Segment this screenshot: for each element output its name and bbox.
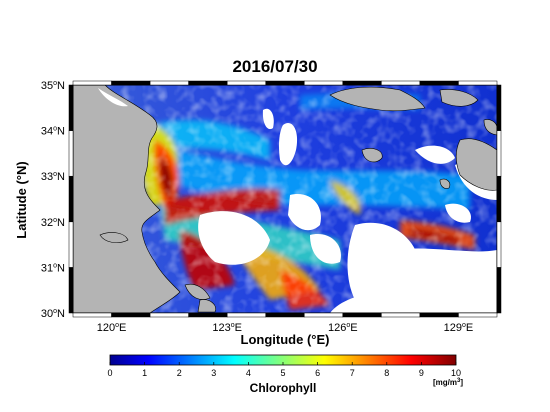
colorbar-ticks: 0 1 2 3 4 5 6 7 8 9 10 bbox=[107, 362, 461, 378]
colorbar-tick-label: 2 bbox=[177, 368, 182, 378]
frame-bar-left bbox=[68, 267, 74, 314]
y-axis-ticks: 35oN 34oN 33oN 32oN 31oN 30oN bbox=[41, 80, 65, 320]
map-title: 2016/07/30 bbox=[232, 57, 318, 76]
map-panel bbox=[73, 85, 497, 313]
y-tick-label: 35oN bbox=[41, 80, 65, 92]
frame-bar-bottom bbox=[419, 312, 459, 318]
frame-bar-left bbox=[68, 130, 74, 177]
x-tick-label: 129oE bbox=[444, 322, 474, 334]
frame-bar-right bbox=[496, 84, 502, 131]
tsushima bbox=[483, 119, 497, 136]
chongming-island bbox=[99, 232, 129, 244]
frame-bar-bottom bbox=[265, 312, 305, 318]
kyushu bbox=[455, 138, 497, 191]
colorbar-tick-label: 3 bbox=[211, 368, 216, 378]
frame-bar-left bbox=[68, 175, 74, 223]
frame-bar-bottom bbox=[111, 312, 151, 318]
colorbar-tick-label: 4 bbox=[246, 368, 251, 378]
frame-bar-top bbox=[265, 80, 305, 86]
frame-bar-top bbox=[458, 80, 498, 86]
colorbar-tick-label: 6 bbox=[315, 368, 320, 378]
frame-bar-right bbox=[496, 221, 502, 268]
frame-bar-bottom bbox=[72, 312, 112, 318]
frame-bar-bottom bbox=[304, 312, 344, 318]
frame-bar-top bbox=[419, 80, 459, 86]
frame-bar-top bbox=[226, 80, 266, 86]
frame-bar-right bbox=[496, 267, 502, 314]
colorbar-tick-label: 10 bbox=[451, 368, 461, 378]
frame-bar-left bbox=[68, 221, 74, 268]
frame-bar-top bbox=[381, 80, 421, 86]
colorbar-tick-label: 0 bbox=[107, 368, 112, 378]
colorbar: 0 1 2 3 4 5 6 7 8 9 10 Chlorophyll [mg/m3] bbox=[107, 354, 463, 395]
frame-bar-left bbox=[68, 84, 74, 131]
x-tick-label: 126oE bbox=[328, 322, 358, 334]
colorbar-tick-label: 8 bbox=[384, 368, 389, 378]
frame-bar-top bbox=[342, 80, 382, 86]
frame-bar-bottom bbox=[458, 312, 498, 318]
x-tick-label: 123oE bbox=[212, 322, 242, 334]
frame-bar-top bbox=[72, 80, 112, 86]
frame-bar-bottom bbox=[342, 312, 382, 318]
x-tick-label: 120oE bbox=[97, 322, 127, 334]
y-tick-label: 34oN bbox=[41, 126, 65, 138]
colorbar-unit: [mg/m3] bbox=[433, 378, 463, 387]
y-tick-label: 32oN bbox=[41, 217, 65, 229]
x-axis-ticks: 120oE 123oE 126oE 129oE bbox=[97, 322, 474, 334]
y-tick-label: 31oN bbox=[41, 262, 65, 274]
frame-bar-bottom bbox=[149, 312, 189, 318]
frame-bar-right bbox=[496, 130, 502, 177]
frame-bar-bottom bbox=[226, 312, 266, 318]
frame-bar-top bbox=[149, 80, 189, 86]
korea-south-coast bbox=[329, 86, 426, 112]
colorbar-tick-label: 9 bbox=[419, 368, 424, 378]
y-axis-title: Latitude (°N) bbox=[14, 161, 29, 238]
frame-bar-bottom bbox=[188, 312, 228, 318]
y-tick-label: 33oN bbox=[41, 171, 65, 183]
colorbar-tick-label: 7 bbox=[350, 368, 355, 378]
colorbar-tick-label: 1 bbox=[142, 368, 147, 378]
frame-tick-bars bbox=[68, 80, 502, 318]
frame-bar-bottom bbox=[381, 312, 421, 318]
china-mainland bbox=[73, 85, 181, 313]
zhoushan-islands bbox=[184, 283, 211, 300]
frame-bar-top bbox=[188, 80, 228, 86]
land-masses bbox=[73, 85, 497, 313]
colorbar-tick-label: 5 bbox=[280, 368, 285, 378]
colorbar-title: Chlorophyll bbox=[250, 381, 317, 395]
frame-bar-right bbox=[496, 175, 502, 223]
frame-bar-top bbox=[111, 80, 151, 86]
frame-bar-top bbox=[304, 80, 344, 86]
y-tick-label: 30oN bbox=[41, 308, 65, 320]
korea-islands bbox=[439, 89, 479, 107]
jeju-island bbox=[361, 148, 383, 163]
x-axis-title: Longitude (°E) bbox=[241, 332, 330, 347]
